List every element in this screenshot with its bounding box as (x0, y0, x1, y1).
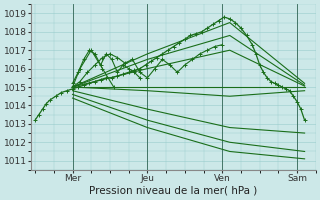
X-axis label: Pression niveau de la mer( hPa ): Pression niveau de la mer( hPa ) (90, 186, 258, 196)
